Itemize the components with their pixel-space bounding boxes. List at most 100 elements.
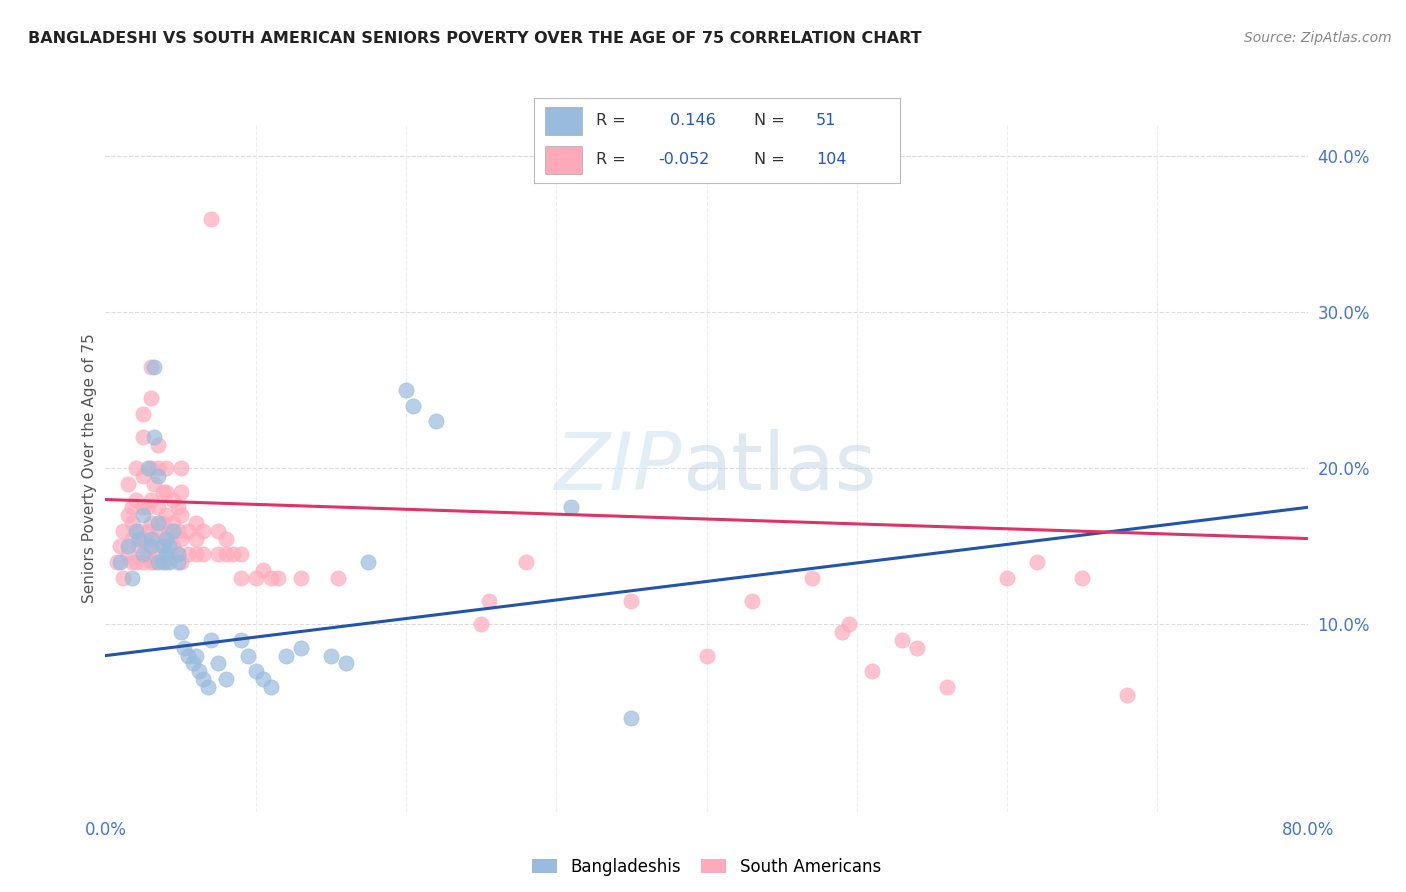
Text: -0.052: -0.052 xyxy=(658,152,710,167)
Y-axis label: Seniors Poverty Over the Age of 75: Seniors Poverty Over the Age of 75 xyxy=(82,334,97,603)
Text: 0.146: 0.146 xyxy=(669,113,716,128)
Point xyxy=(121,500,143,515)
Point xyxy=(139,539,162,553)
Point xyxy=(260,571,283,585)
Point xyxy=(229,547,252,561)
Point xyxy=(169,508,191,522)
Point xyxy=(1026,555,1049,569)
Point xyxy=(139,492,162,507)
Point xyxy=(110,539,132,553)
Point xyxy=(124,555,146,569)
Point xyxy=(152,484,174,499)
Point xyxy=(267,571,290,585)
Point xyxy=(112,524,135,538)
Point xyxy=(395,384,418,398)
Point xyxy=(152,539,174,553)
Point xyxy=(620,594,643,608)
Point xyxy=(191,547,214,561)
Point xyxy=(200,211,222,226)
Point xyxy=(319,648,342,663)
Point xyxy=(197,680,219,694)
Point xyxy=(200,633,222,648)
Text: atlas: atlas xyxy=(682,429,877,508)
Point xyxy=(139,359,162,374)
Point xyxy=(142,430,165,444)
Point xyxy=(146,438,169,452)
Point xyxy=(191,524,214,538)
Point xyxy=(117,508,139,522)
Point xyxy=(238,648,260,663)
Text: BANGLADESHI VS SOUTH AMERICAN SENIORS POVERTY OVER THE AGE OF 75 CORRELATION CHA: BANGLADESHI VS SOUTH AMERICAN SENIORS PO… xyxy=(28,31,922,46)
Point xyxy=(177,524,200,538)
Point xyxy=(132,500,155,515)
Point xyxy=(155,547,177,561)
Point xyxy=(112,571,135,585)
Point xyxy=(890,633,912,648)
Point xyxy=(187,664,209,678)
Legend: Bangladeshis, South Americans: Bangladeshis, South Americans xyxy=(526,851,887,882)
Point xyxy=(124,461,146,475)
Point xyxy=(402,399,425,413)
Point xyxy=(157,547,180,561)
Point xyxy=(1071,571,1094,585)
Point xyxy=(157,539,180,553)
Point xyxy=(229,633,252,648)
Point xyxy=(139,516,162,530)
Point xyxy=(139,555,162,569)
Point xyxy=(132,407,155,421)
Point xyxy=(184,532,207,546)
Point xyxy=(139,391,162,405)
Point xyxy=(124,492,146,507)
Point xyxy=(184,516,207,530)
Point xyxy=(139,532,162,546)
Point xyxy=(260,680,283,694)
Point xyxy=(152,555,174,569)
Point xyxy=(146,547,169,561)
Point xyxy=(142,359,165,374)
Bar xyxy=(546,107,582,136)
Point xyxy=(157,555,180,569)
Point xyxy=(162,492,184,507)
Point xyxy=(155,484,177,499)
Point xyxy=(121,532,143,546)
Point xyxy=(166,524,188,538)
Point xyxy=(155,532,177,546)
Point xyxy=(252,563,274,577)
Point xyxy=(152,539,174,553)
Point xyxy=(117,547,139,561)
Point xyxy=(136,461,159,475)
Point xyxy=(620,711,643,725)
Point xyxy=(470,617,492,632)
Point xyxy=(181,657,204,671)
Point xyxy=(696,648,718,663)
Point xyxy=(117,539,139,553)
Point xyxy=(177,648,200,663)
Point xyxy=(245,664,267,678)
Point xyxy=(478,594,501,608)
Point xyxy=(245,571,267,585)
Point xyxy=(132,532,155,546)
Point xyxy=(222,547,245,561)
Point xyxy=(214,532,236,546)
Point xyxy=(155,532,177,546)
Bar xyxy=(546,145,582,175)
Point xyxy=(152,516,174,530)
Point xyxy=(139,461,162,475)
Point xyxy=(800,571,823,585)
Point xyxy=(107,555,129,569)
Point xyxy=(142,532,165,546)
Text: 104: 104 xyxy=(815,152,846,167)
Point xyxy=(252,672,274,686)
Point xyxy=(741,594,763,608)
Point xyxy=(146,555,169,569)
Point xyxy=(132,430,155,444)
Point xyxy=(166,547,188,561)
Point xyxy=(515,555,537,569)
Point xyxy=(214,547,236,561)
Point xyxy=(274,648,297,663)
Point xyxy=(117,476,139,491)
Text: Source: ZipAtlas.com: Source: ZipAtlas.com xyxy=(1244,31,1392,45)
Point xyxy=(169,484,191,499)
Point xyxy=(146,500,169,515)
Point xyxy=(162,539,184,553)
